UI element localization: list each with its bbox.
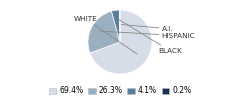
Wedge shape [111, 10, 120, 42]
Text: BLACK: BLACK [118, 19, 182, 54]
Text: A.I.: A.I. [121, 24, 173, 32]
Text: WHITE: WHITE [74, 16, 137, 54]
Text: HISPANIC: HISPANIC [100, 31, 195, 39]
Wedge shape [90, 10, 152, 74]
Legend: 69.4%, 26.3%, 4.1%, 0.2%: 69.4%, 26.3%, 4.1%, 0.2% [48, 86, 192, 96]
Wedge shape [88, 11, 120, 53]
